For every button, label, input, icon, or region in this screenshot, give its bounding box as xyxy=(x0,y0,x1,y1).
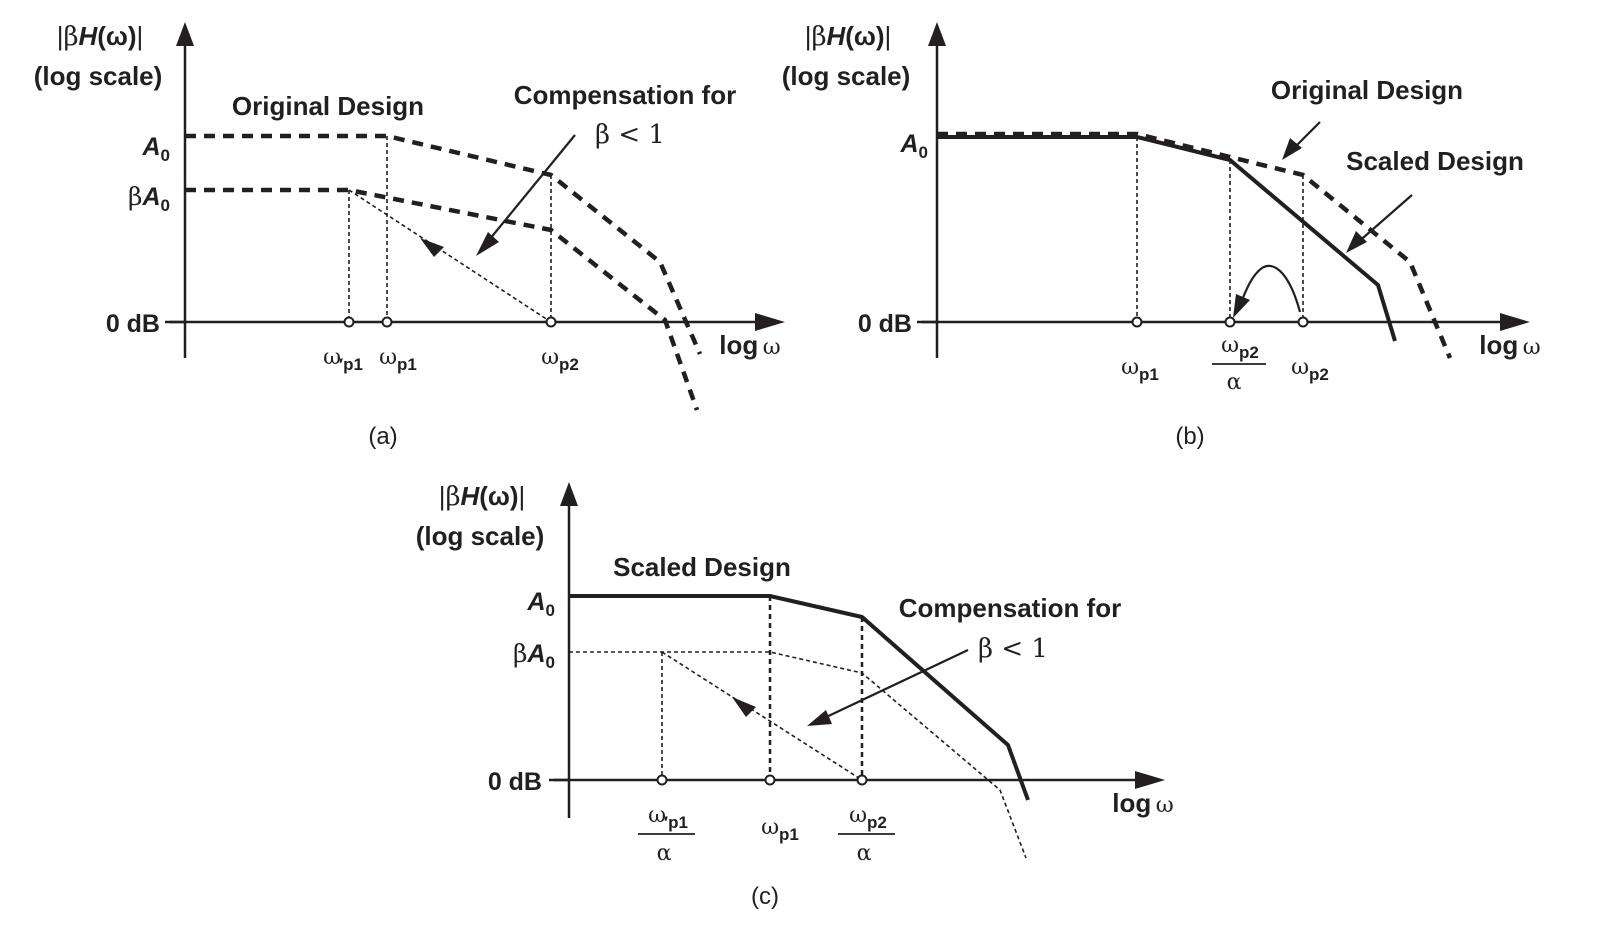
panel-c-caption: (c) xyxy=(751,883,779,910)
panel-b: |βH(ω)| (log scale) A0 0 dB ωp1 ωp2 α ωp… xyxy=(782,21,1541,450)
panel-a-slope-arrowhead xyxy=(420,238,444,257)
panel-b-pole-wp1 xyxy=(1131,316,1143,328)
panel-b-x-axis-label: log ω xyxy=(1479,330,1540,360)
svg-text:ωp2: ωp2 xyxy=(849,803,887,832)
svg-text:α: α xyxy=(1227,370,1242,395)
panel-a-pole-wp1prime xyxy=(343,316,355,328)
panel-b-xtick-wp1: ωp1 xyxy=(1121,355,1159,384)
panel-c-scaled-design-curve xyxy=(569,594,1030,801)
svg-text:|βH(ω)|: |βH(ω)| xyxy=(439,481,526,512)
panel-b-y-axis-label: |βH(ω)| (log scale) xyxy=(782,21,911,91)
panel-c: |βH(ω)| (log scale) A0 βA0 0 dB ω′p1 α ω… xyxy=(416,481,1174,910)
panel-c-ytick-betaA0: βA0 xyxy=(513,639,555,672)
panel-c-beta-lt-1-label: β < 1 xyxy=(978,634,1048,664)
panel-b-scaled-design-arrowhead xyxy=(1346,231,1367,253)
svg-text:(log scale): (log scale) xyxy=(34,61,163,91)
svg-text:ω′p1: ω′p1 xyxy=(648,803,688,832)
panel-a-y-axis-label: |βH(ω)| (log scale) xyxy=(34,21,163,91)
panel-c-compensation-arrowhead xyxy=(807,710,832,726)
panel-b-scaled-design-arrow xyxy=(1355,194,1413,245)
panel-c-ytick-A0: A0 xyxy=(526,588,555,620)
panel-c-xtick-wp1prime-over-alpha: ω′p1 α xyxy=(638,803,695,866)
panel-c-compensation-arrow xyxy=(819,649,969,721)
panel-a-ytick-0dB: 0 dB xyxy=(106,310,160,338)
svg-text:ωp2: ωp2 xyxy=(1221,333,1259,362)
panel-a-ytick-betaA0: βA0 xyxy=(128,182,170,215)
panel-c-x-axis-label: log ω xyxy=(1112,788,1173,818)
panel-a: |βH(ω)| (log scale) A0 βA0 0 dB ω′p1 ωp1… xyxy=(34,21,785,450)
panel-c-slope-line xyxy=(661,651,863,781)
panel-a-caption: (a) xyxy=(368,423,397,450)
panel-a-pole-wp1 xyxy=(381,316,393,328)
svg-text:|βH(ω)|: |βH(ω)| xyxy=(805,21,892,52)
panel-c-y-axis-label: |βH(ω)| (log scale) xyxy=(416,481,545,551)
panel-a-compensated-curve xyxy=(185,187,700,411)
panel-a-slope-line xyxy=(348,189,552,323)
panel-a-compensation-label: Compensation for xyxy=(514,80,736,110)
panel-b-xtick-wp2-over-alpha: ωp2 α xyxy=(1212,333,1266,395)
panel-b-original-design-arrowhead xyxy=(1282,138,1302,160)
panel-b-scaled-design-curve xyxy=(937,135,1397,342)
panel-a-pole-wp2 xyxy=(545,316,557,328)
panel-b-xtick-wp2: ωp2 xyxy=(1291,355,1329,384)
panel-b-caption: (b) xyxy=(1175,423,1204,450)
panel-b-x-axis-arrowhead xyxy=(1500,313,1530,331)
svg-text:(log scale): (log scale) xyxy=(416,521,545,551)
panel-a-xtick-wp1: ωp1 xyxy=(379,345,417,374)
panel-c-pole-wp2-alpha xyxy=(856,774,868,786)
panel-b-ytick-A0: A0 xyxy=(899,130,928,162)
panel-a-compensation-arrow xyxy=(484,134,576,246)
panel-a-beta-lt-1-label: β < 1 xyxy=(595,120,665,150)
panel-c-pole-wp1 xyxy=(764,774,776,786)
panel-c-pole-wp1prime-alpha xyxy=(656,774,668,786)
panel-b-y-axis-arrowhead xyxy=(928,22,946,46)
panel-a-original-design-label: Original Design xyxy=(232,91,424,121)
panel-a-x-axis-label: log ω xyxy=(719,330,780,360)
panel-b-ytick-0dB: 0 dB xyxy=(858,310,912,338)
panel-b-pole-wp2 xyxy=(1297,316,1309,328)
panel-c-slope-arrowhead xyxy=(732,697,756,717)
panel-a-compensation-arrowhead xyxy=(476,232,499,256)
panel-a-ytick-A0: A0 xyxy=(141,133,170,165)
panel-c-x-axis-arrowhead xyxy=(1135,771,1165,789)
panel-b-shift-arrowhead xyxy=(1233,294,1250,318)
panel-c-xtick-wp2-over-alpha: ωp2 α xyxy=(838,803,895,866)
panel-b-original-design-label: Original Design xyxy=(1271,75,1463,105)
svg-text:|βH(ω)|: |βH(ω)| xyxy=(57,21,144,52)
panel-c-xtick-wp1: ωp1 xyxy=(761,815,799,844)
panel-c-compensation-label: Compensation for xyxy=(899,593,1121,623)
panel-a-y-axis-arrowhead xyxy=(176,22,194,46)
panel-a-xtick-wp2: ωp2 xyxy=(541,345,579,374)
svg-text:(log scale): (log scale) xyxy=(782,61,911,91)
panel-a-x-axis-arrowhead xyxy=(755,313,785,331)
panel-b-original-design-curve xyxy=(937,131,1453,359)
svg-text:α: α xyxy=(857,841,872,866)
panel-b-pole-wp2-alpha xyxy=(1224,316,1236,328)
svg-text:α: α xyxy=(657,841,672,866)
panel-c-y-axis-arrowhead xyxy=(560,482,578,506)
panel-c-scaled-design-label: Scaled Design xyxy=(613,552,791,582)
panel-b-shift-arrow xyxy=(1238,264,1302,313)
panel-a-xtick-wp1prime: ω′p1 xyxy=(323,345,363,374)
panel-b-scaled-design-label: Scaled Design xyxy=(1346,146,1524,176)
panel-c-ytick-0dB: 0 dB xyxy=(488,768,542,796)
